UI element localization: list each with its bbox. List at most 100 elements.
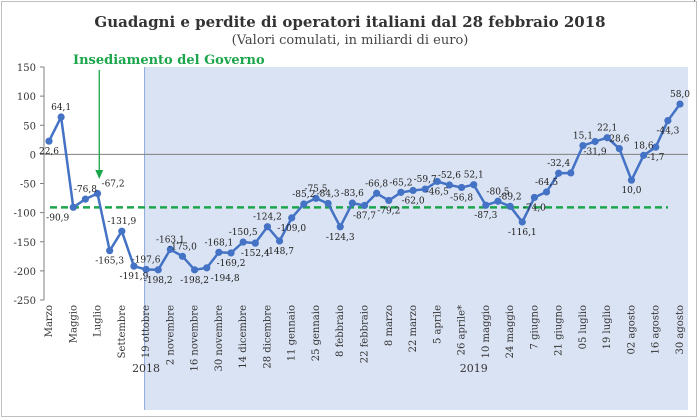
data-point <box>251 239 259 247</box>
y-tick-label: 0 <box>30 150 36 161</box>
y-tick-label: -200 <box>14 267 36 278</box>
annotation-arrow-head <box>95 170 104 179</box>
data-point <box>130 262 138 270</box>
x-tick-label: 2 novembre <box>165 305 176 365</box>
data-label: -80,5 <box>486 187 509 197</box>
data-label: -74,0 <box>523 203 546 213</box>
chart-title: Guadagni e perdite di operatori italiani… <box>94 13 606 31</box>
data-point <box>397 188 405 196</box>
data-label: -84,3 <box>317 189 340 199</box>
data-label: -198,2 <box>180 276 209 286</box>
year-label: 2019 <box>460 362 488 375</box>
data-point <box>191 266 199 274</box>
data-point <box>494 197 502 205</box>
data-point <box>542 188 551 196</box>
data-label: -76,8 <box>74 185 97 195</box>
data-point <box>300 200 308 208</box>
data-point <box>57 113 65 121</box>
x-tick-label: 24 maggio <box>505 305 516 358</box>
data-label: 22,6 <box>39 147 59 157</box>
y-tick-label: -250 <box>14 296 36 307</box>
x-tick-label: Maggio <box>68 305 79 343</box>
data-label: 86,4 <box>682 0 700 3</box>
data-point <box>457 183 466 192</box>
data-point <box>93 189 102 198</box>
data-point <box>482 201 490 209</box>
y-tick-label: 50 <box>23 121 36 132</box>
data-label: -1,7 <box>647 153 665 163</box>
x-tick-label: 11 gennaio <box>287 305 298 361</box>
data-label: -131,9 <box>107 217 136 227</box>
x-tick-label: 26 aprile* <box>457 305 468 355</box>
annotation-text: Insediamento del Governo <box>73 53 265 68</box>
data-label: -175,0 <box>168 242 197 252</box>
data-point <box>433 177 441 186</box>
year-labels: 2018 2019 <box>132 362 488 375</box>
data-point <box>615 144 623 153</box>
data-label: -152,4 <box>241 249 270 259</box>
x-tick-label: 02 agosto <box>626 305 637 354</box>
data-point <box>142 265 150 274</box>
x-tick-label: 14 dicembre <box>238 305 249 369</box>
data-point <box>664 116 672 125</box>
data-point <box>421 185 429 193</box>
data-point <box>676 100 684 108</box>
x-tick-label: 05 luglio <box>578 305 589 349</box>
data-label: -67,2 <box>102 180 125 190</box>
data-point <box>360 201 369 210</box>
data-labels: 22,6 64,1 -90,9 -76,8 -67,2 -165,3 -131,9 -191,… <box>39 0 700 286</box>
data-point <box>385 196 393 205</box>
data-label: 10,0 <box>621 186 641 196</box>
data-label: 58,0 <box>670 90 690 100</box>
data-point <box>470 181 478 189</box>
data-point <box>178 252 187 260</box>
data-point <box>275 237 284 245</box>
data-points <box>45 100 684 274</box>
data-label: -148,7 <box>265 247 294 257</box>
y-tick-label: 100 <box>17 92 36 103</box>
x-tick-label: Marzo <box>44 305 55 337</box>
data-label: -197,6 <box>132 255 161 265</box>
data-point <box>530 193 538 202</box>
data-point <box>506 202 514 210</box>
data-point <box>227 249 235 257</box>
data-point <box>567 169 575 177</box>
data-label: -124,3 <box>326 233 355 243</box>
data-label: 15,1 <box>573 132 593 142</box>
x-tick-label: Luglio <box>93 305 104 337</box>
data-label: -83,6 <box>341 189 364 199</box>
x-tick-label: Settembre <box>117 305 128 358</box>
x-tick-label: 22 febbraio <box>360 305 371 363</box>
data-label: -44,3 <box>656 127 679 137</box>
data-point <box>106 247 114 255</box>
x-tick-label: 21 giugno <box>554 305 565 356</box>
data-point <box>518 218 526 226</box>
data-label: 52,1 <box>464 171 484 181</box>
x-tick-label: 19 luglio <box>602 305 613 349</box>
data-point <box>324 199 332 208</box>
data-label: -56,8 <box>450 193 473 203</box>
data-label: -116,1 <box>508 228 537 238</box>
data-point <box>373 189 381 197</box>
data-point <box>81 195 90 203</box>
x-tick-label: 10 maggio <box>481 305 492 358</box>
data-label: -32,4 <box>547 159 570 169</box>
data-label: -31,9 <box>584 148 607 158</box>
data-label: -87,3 <box>474 211 497 221</box>
x-tick-label: 28 dicembre <box>262 305 273 369</box>
data-point <box>263 223 272 231</box>
data-point <box>215 248 223 256</box>
data-point <box>288 214 296 222</box>
data-label: -52,6 <box>438 171 461 181</box>
data-label: 18,6 <box>634 141 654 151</box>
data-point <box>239 238 247 246</box>
data-label: -90,9 <box>46 213 69 223</box>
data-label: -62,0 <box>401 196 424 206</box>
data-point <box>118 227 126 235</box>
data-point <box>639 151 648 159</box>
x-tick-label: 8 marzo <box>384 305 395 346</box>
data-point <box>445 181 454 189</box>
annotation: Insediamento del Governo <box>73 53 265 179</box>
data-label: -65,2 <box>389 178 412 188</box>
